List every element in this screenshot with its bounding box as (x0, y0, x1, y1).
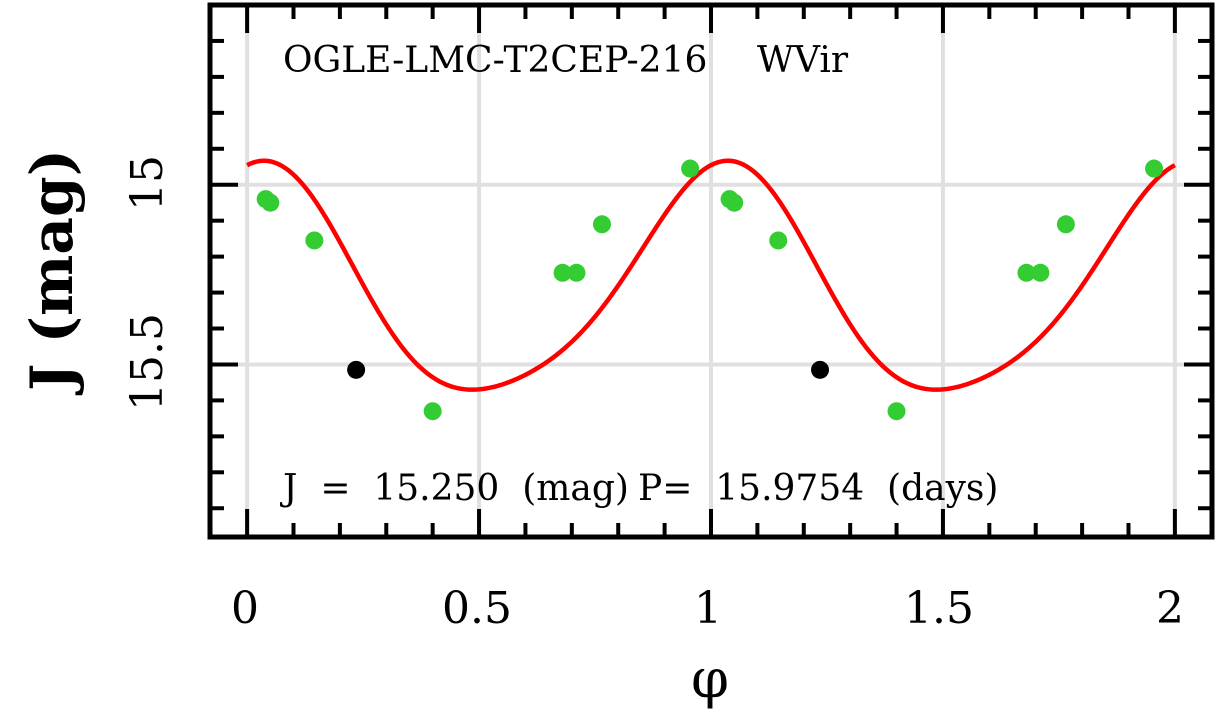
points-layer (256, 159, 1164, 421)
x-tick-label: 2 (1156, 583, 1184, 634)
x-tick-label: 1 (694, 583, 722, 634)
chart-subtitle: WVir (757, 40, 849, 81)
x-axis-label: φ (691, 647, 729, 710)
ticks (210, 5, 1212, 537)
grid (210, 5, 1212, 537)
observation-point (305, 231, 324, 250)
observation-point (567, 263, 586, 282)
observation-point (423, 402, 442, 421)
observation-point (681, 159, 700, 178)
mean-mag-label: J = 15.250 (mag) (279, 468, 629, 509)
observation-point (725, 193, 744, 212)
observation-point (769, 231, 788, 250)
y-axis-label: J (mag) (18, 149, 86, 396)
observation-point (1017, 263, 1036, 282)
chart-title: OGLE-LMC-T2CEP-216 (283, 40, 707, 81)
observation-point (1145, 159, 1164, 178)
period-label: P= 15.9754 (days) (638, 468, 998, 509)
observation-point (1031, 263, 1050, 282)
observation-point (887, 402, 906, 421)
x-tick-label: 1.5 (904, 583, 974, 634)
fit-layer (246, 158, 1176, 392)
outlier-point (811, 360, 830, 379)
y-tick-label: 15.5 (122, 313, 173, 411)
observation-point (592, 215, 611, 234)
x-tick-label: 0 (231, 583, 259, 634)
y-tick-label: 15 (122, 155, 173, 211)
fit-curve (246, 158, 1176, 392)
observation-point (261, 193, 280, 212)
x-tick-label: 0.5 (442, 583, 512, 634)
outlier-point (347, 360, 366, 379)
observation-point (1056, 215, 1075, 234)
observation-point (553, 263, 572, 282)
